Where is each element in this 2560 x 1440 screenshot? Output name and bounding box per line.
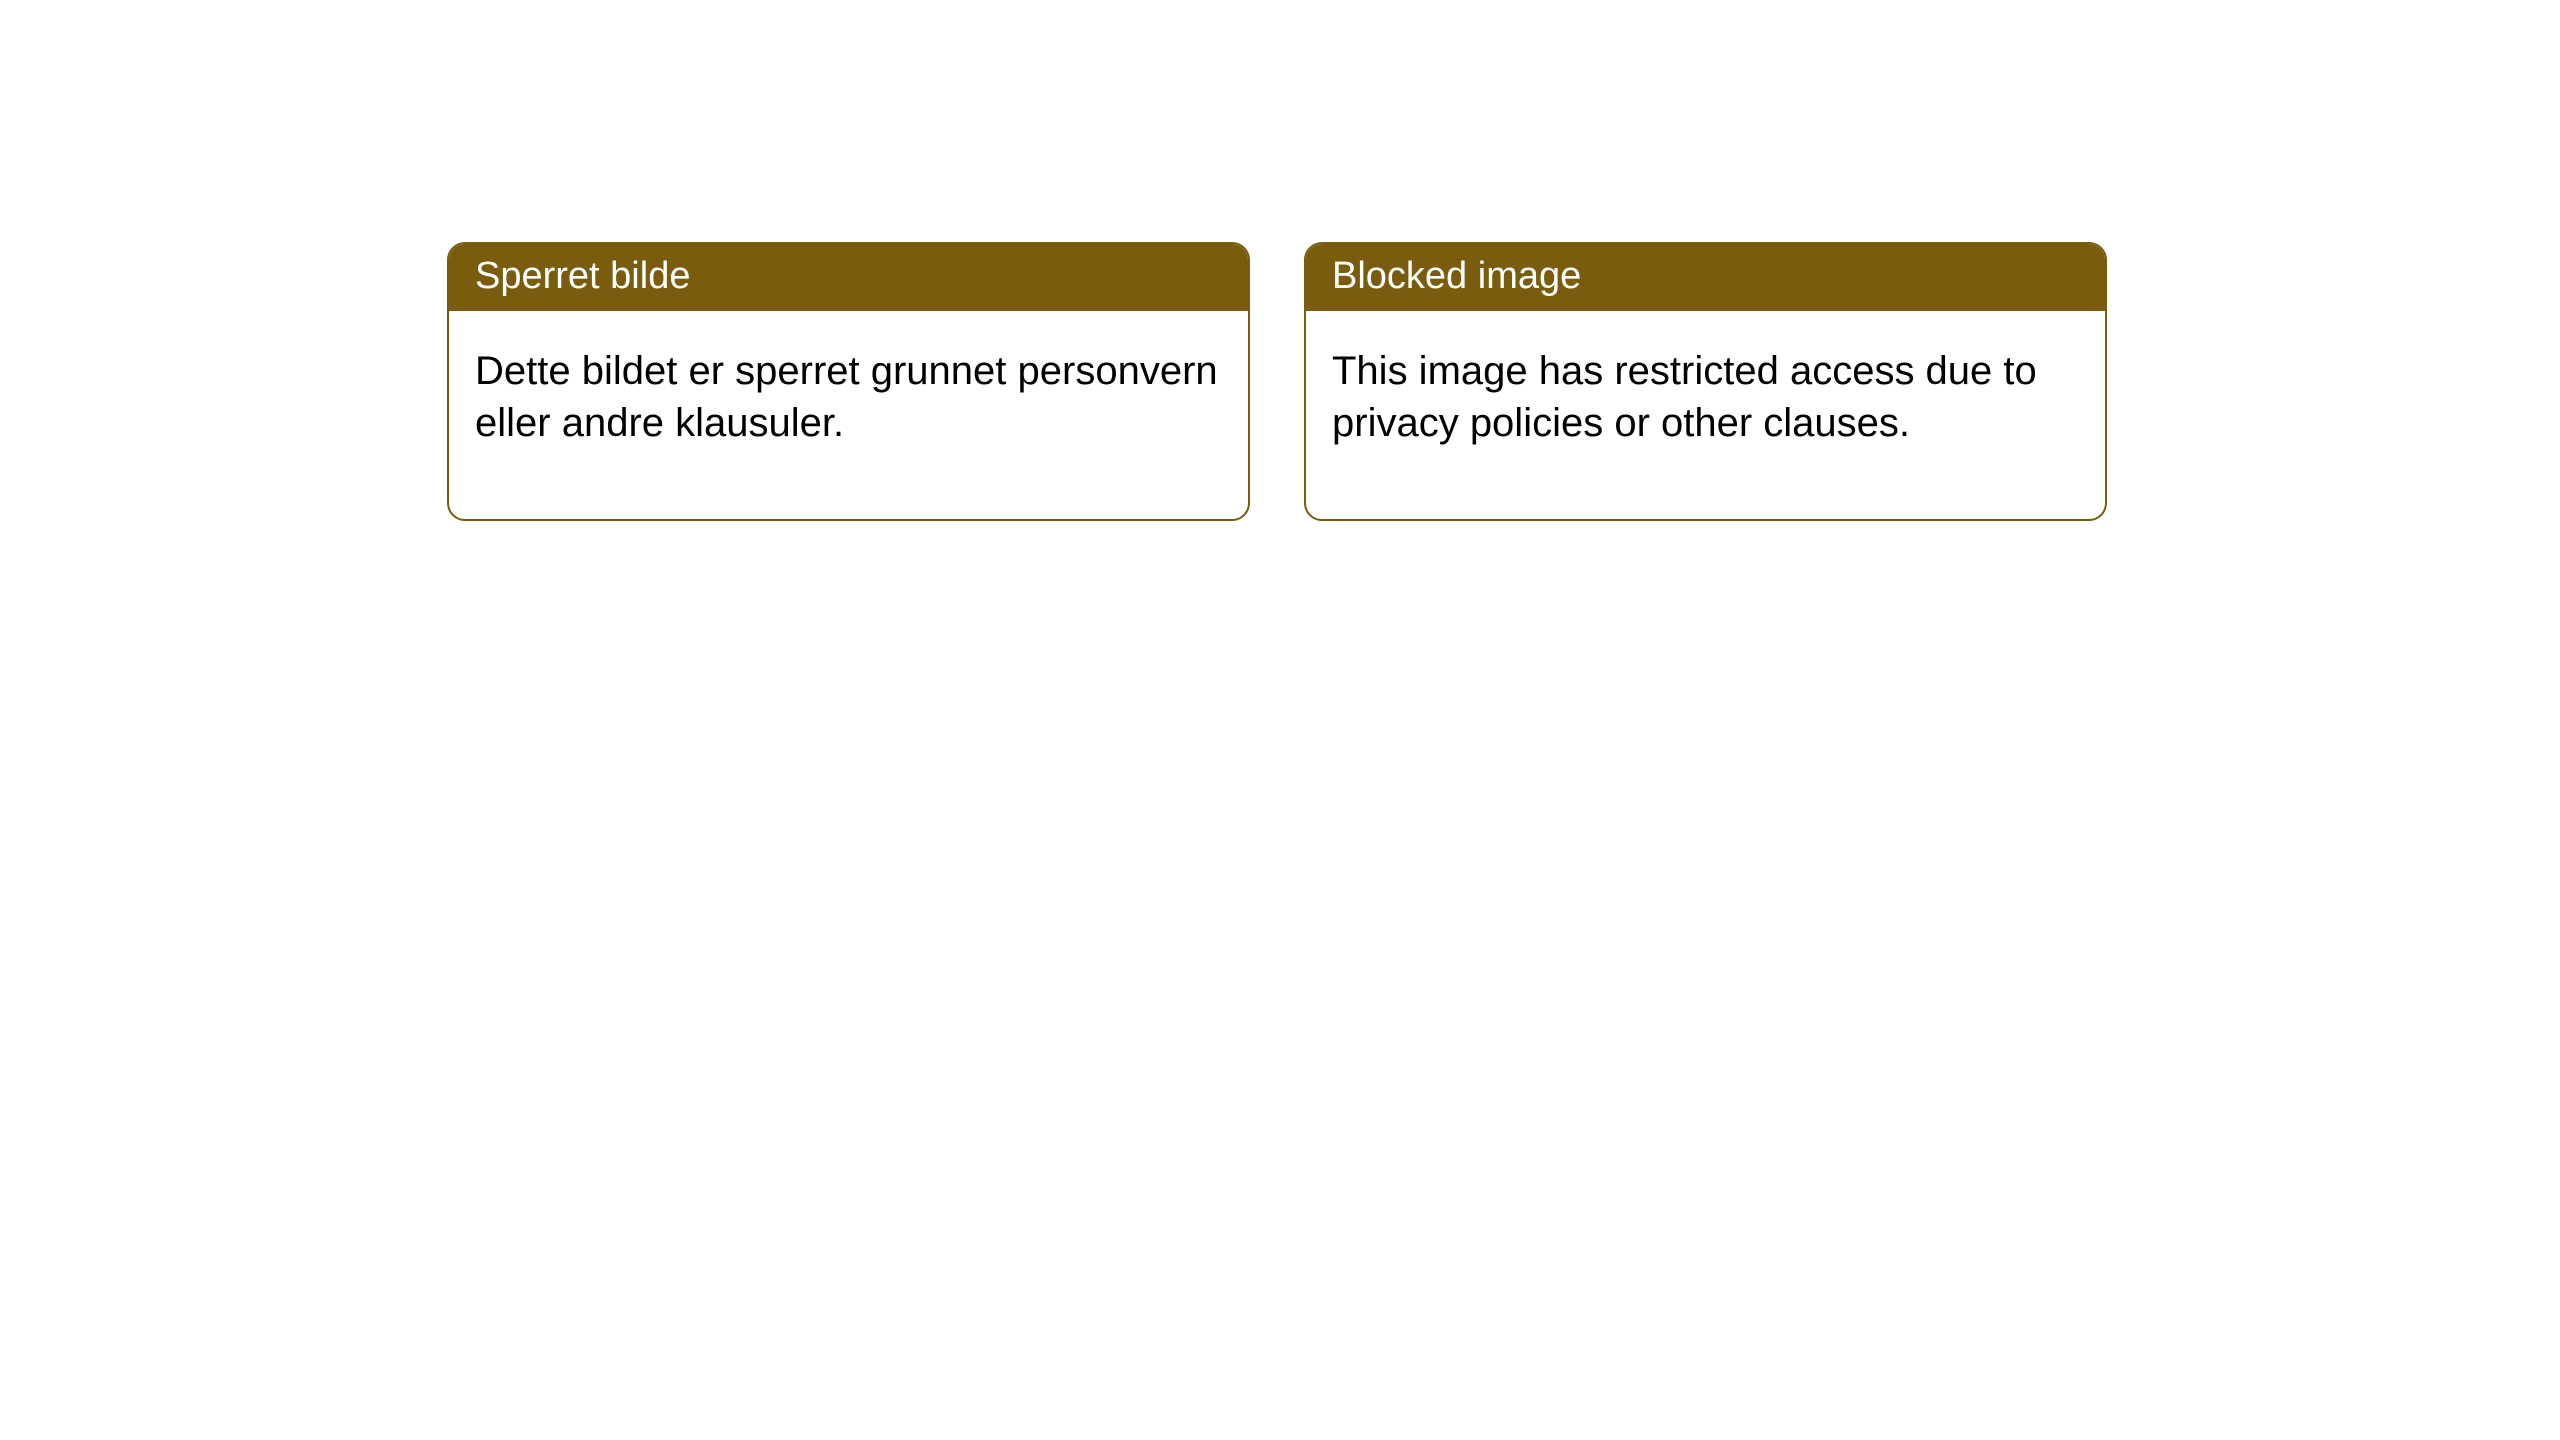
card-title-no: Sperret bilde <box>449 244 1248 311</box>
blocked-image-card-no: Sperret bilde Dette bildet er sperret gr… <box>447 242 1250 521</box>
card-body-en: This image has restricted access due to … <box>1306 311 2105 519</box>
card-title-en: Blocked image <box>1306 244 2105 311</box>
notice-cards-container: Sperret bilde Dette bildet er sperret gr… <box>447 242 2107 521</box>
card-body-no: Dette bildet er sperret grunnet personve… <box>449 311 1248 519</box>
blocked-image-card-en: Blocked image This image has restricted … <box>1304 242 2107 521</box>
